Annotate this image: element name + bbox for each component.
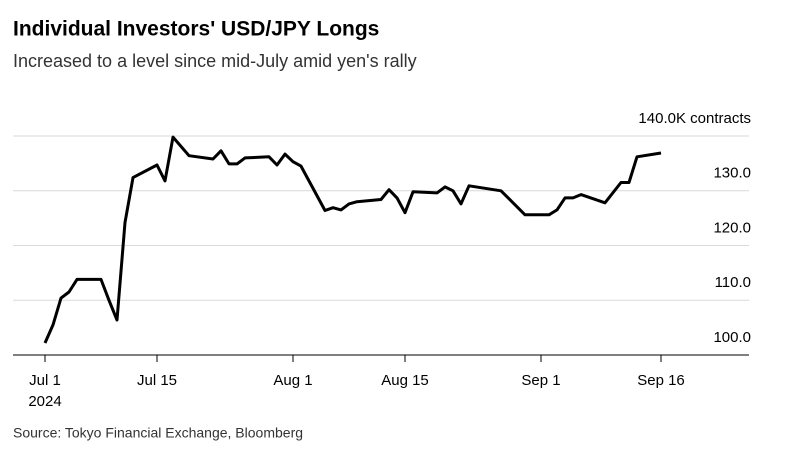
chart-title: Individual Investors' USD/JPY Longs — [13, 18, 379, 41]
x-tick-label: Aug 1 — [273, 372, 312, 389]
y-tick-label: 130.0 — [713, 165, 751, 182]
y-tick-label: 120.0 — [713, 219, 751, 236]
source: Source: Tokyo Financial Exchange, Bloomb… — [13, 425, 303, 441]
x-tick-label: Sep 1 — [521, 372, 560, 389]
y-tick-label: 100.0 — [713, 329, 751, 346]
x-tick-label: Jul 15 — [137, 372, 177, 389]
x-tick-label: Jul 1 — [29, 372, 61, 389]
y-tick-label: 110.0 — [715, 274, 751, 291]
line — [43, 135, 662, 344]
y-tick-label: 140.0K contracts — [638, 110, 751, 127]
x-year-label: 2024 — [28, 393, 61, 410]
chart-subtitle: Increased to a level since mid-July amid… — [13, 51, 417, 71]
x-tick-label: Sep 16 — [637, 372, 685, 389]
x-tick-label: Aug 15 — [381, 372, 429, 389]
